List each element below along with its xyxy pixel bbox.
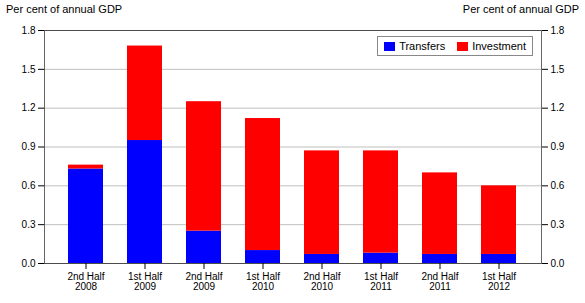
svg-text:1st Half2009: 1st Half2009 <box>128 271 162 292</box>
html-text:Transfers: Transfers <box>399 40 446 52</box>
svg-text:1st Half2011: 1st Half2011 <box>364 271 398 292</box>
svg-text:0.0: 0.0 <box>551 258 565 269</box>
svg-text:0.6: 0.6 <box>551 180 565 191</box>
svg-text:0.3: 0.3 <box>551 219 565 230</box>
svg-text:1st Half2010: 1st Half2010 <box>246 271 280 292</box>
svg-text:1.8: 1.8 <box>22 25 36 36</box>
svg-text:0.9: 0.9 <box>551 141 565 152</box>
svg-text:1.5: 1.5 <box>22 64 36 75</box>
svg-text:2nd Half2010: 2nd Half2010 <box>303 271 340 292</box>
svg-text:0.6: 0.6 <box>22 180 36 191</box>
svg-text:1.2: 1.2 <box>551 102 565 113</box>
svg-text:2nd Half2011: 2nd Half2011 <box>421 271 458 292</box>
svg-text:1st Half2012: 1st Half2012 <box>482 271 516 292</box>
svg-text:0.9: 0.9 <box>22 141 36 152</box>
svg-text:1.8: 1.8 <box>551 25 565 36</box>
html-text:Investment: Investment <box>472 40 526 52</box>
svg-text:2nd Half2009: 2nd Half2009 <box>185 271 222 292</box>
svg-text:2nd Half2008: 2nd Half2008 <box>67 271 104 292</box>
svg-text:1.2: 1.2 <box>22 102 36 113</box>
html-text:Per cent of annual GDP: Per cent of annual GDP <box>6 3 123 15</box>
svg-text:1.5: 1.5 <box>551 64 565 75</box>
svg-text:0.3: 0.3 <box>22 219 36 230</box>
html-text:Per cent of annual GDP: Per cent of annual GDP <box>462 3 579 15</box>
svg-text:0.0: 0.0 <box>22 258 36 269</box>
